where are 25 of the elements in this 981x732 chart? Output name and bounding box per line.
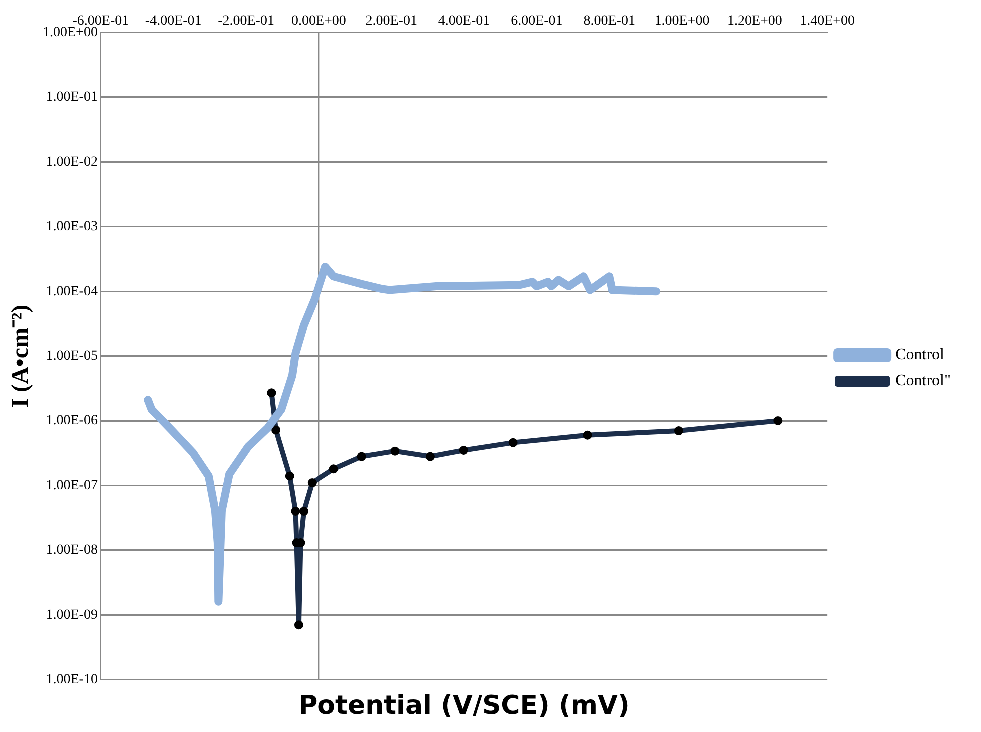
x-tick-label: 6.00E-01 (511, 14, 563, 30)
x-tick-label: 1.40E+00 (800, 14, 856, 30)
x-tick-label: -4.00E-01 (145, 14, 202, 30)
y-tick-label: 1.00E-02 (46, 154, 98, 170)
x-axis-title: Potential (V/SCE) (mV) (298, 691, 630, 722)
x-tick-label: 1.00E+00 (654, 14, 710, 30)
legend-label: Control (896, 346, 946, 364)
y-tick-label: 1.00E-07 (46, 478, 98, 494)
y-tick-label: 1.00E-09 (46, 608, 98, 623)
y-tick-label: 1.00E-08 (46, 543, 98, 558)
y-tick-label: 1.00E-06 (46, 414, 98, 429)
x-tick-label: 2.00E-01 (366, 14, 418, 30)
y-tick-label: 1.00E-01 (46, 90, 98, 106)
legend-label: Control" (896, 372, 951, 390)
x-tick-label: 8.00E-01 (584, 14, 636, 30)
y-tick-label: 1.00E-03 (46, 220, 98, 235)
y-tick-label: 1.00E+00 (42, 25, 98, 40)
x-tick-label: 1.20E+00 (727, 14, 782, 30)
y-tick-label: 1.00E-10 (46, 672, 98, 688)
x-tick-label: -2.00E-01 (218, 14, 274, 30)
x-tick-label: 0.00E+00 (291, 14, 346, 30)
x-tick-label: 4.00E-01 (438, 14, 490, 30)
y-axis-title: I (A•cm⁻²) (8, 304, 34, 408)
y-tick-label: 1.00E-04 (46, 284, 98, 300)
y-tick-label: 1.00E-05 (46, 348, 98, 364)
